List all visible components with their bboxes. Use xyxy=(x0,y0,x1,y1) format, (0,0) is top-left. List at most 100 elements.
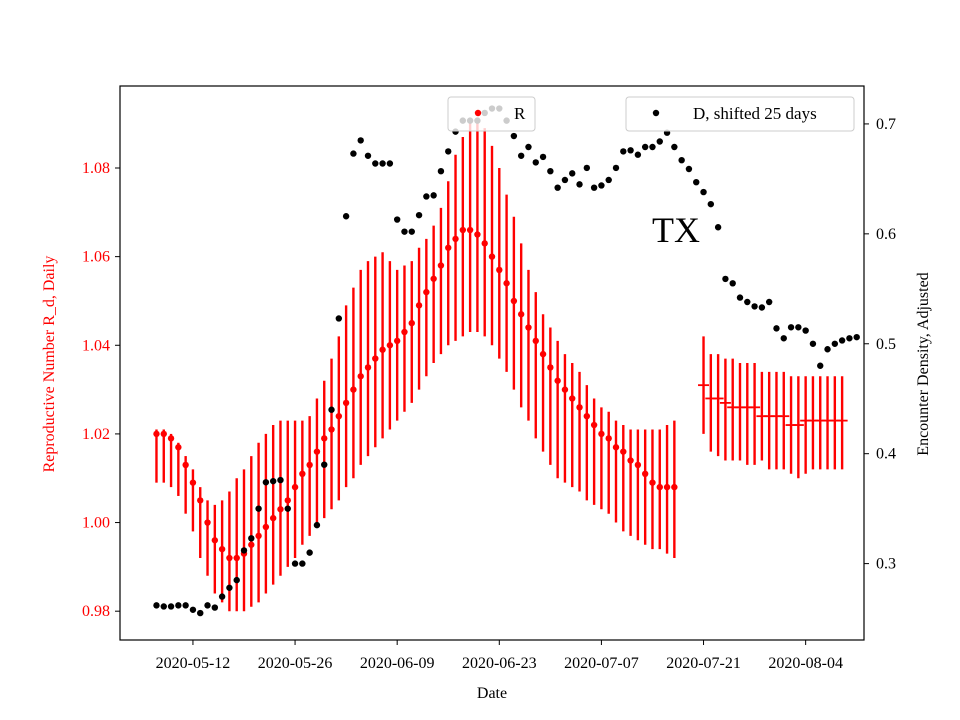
legend-r-frame xyxy=(447,96,536,132)
r-point xyxy=(291,483,299,491)
d-point xyxy=(313,521,321,529)
d-point xyxy=(393,216,401,223)
r-point xyxy=(525,324,532,331)
d-point xyxy=(226,584,233,591)
d-point xyxy=(335,315,343,322)
d-point xyxy=(197,609,204,617)
r-point xyxy=(474,231,481,238)
d-point xyxy=(262,479,270,486)
r-point xyxy=(656,483,663,491)
d-point xyxy=(787,324,795,331)
d-point xyxy=(321,461,328,468)
r-point xyxy=(277,506,284,513)
d-point xyxy=(561,176,569,184)
d-point xyxy=(218,593,226,600)
d-point xyxy=(693,178,700,186)
d-point xyxy=(153,602,160,609)
r-point xyxy=(393,337,401,345)
d-point xyxy=(780,335,787,342)
r-point xyxy=(517,311,525,318)
x-tick-label: 2020-08-04 xyxy=(768,655,843,672)
d-point xyxy=(634,151,642,158)
x-tick-label: 2020-05-12 xyxy=(156,655,231,672)
d-point xyxy=(773,325,780,332)
r-point xyxy=(510,297,518,305)
r-point xyxy=(598,430,605,438)
legend-r-marker xyxy=(474,109,482,117)
d-point xyxy=(831,340,839,347)
d-point xyxy=(299,560,306,567)
x-tick-label: 2020-07-07 xyxy=(564,655,639,672)
y-axis-left-title: Reproductive Number R_d, Daily xyxy=(41,256,58,473)
d-point xyxy=(853,333,860,341)
d-point xyxy=(415,211,423,219)
d-point xyxy=(627,147,634,154)
r-point xyxy=(671,483,678,491)
d-point xyxy=(255,505,262,512)
r-point xyxy=(649,479,656,486)
r-point xyxy=(379,346,386,353)
d-point xyxy=(751,303,758,310)
d-point xyxy=(765,298,773,306)
r-point xyxy=(576,404,583,411)
r-point xyxy=(372,355,379,362)
r-point xyxy=(539,350,547,358)
r-point xyxy=(554,377,561,384)
y-left-tick-label: 1.06 xyxy=(82,249,110,266)
r-point xyxy=(466,226,474,234)
d-point xyxy=(838,337,846,344)
r-point xyxy=(226,554,233,562)
d-point xyxy=(605,176,612,184)
d-point xyxy=(620,148,627,155)
r-point xyxy=(284,497,291,504)
y-left-tick-label: 1.02 xyxy=(82,426,110,443)
d-point xyxy=(306,549,313,556)
y-axis-right-title: Encounter Density, Adjusted xyxy=(915,272,932,455)
d-point xyxy=(277,476,284,484)
r-point xyxy=(605,435,612,442)
plot-frame xyxy=(119,85,865,641)
r-point xyxy=(408,319,415,327)
legend-r: R xyxy=(447,96,536,132)
axes: 2020-05-12 2020-05-26 2020-06-09 2020-06-23… xyxy=(82,116,896,672)
r-point xyxy=(255,532,262,540)
legend-d-label: D, shifted 25 days xyxy=(693,104,817,123)
d-point xyxy=(182,602,189,609)
r-point xyxy=(620,448,627,455)
legend-d: D, shifted 25 days xyxy=(625,96,855,132)
d-point xyxy=(233,576,240,584)
y-right-tick-label: 0.7 xyxy=(876,116,896,133)
r-point xyxy=(306,461,313,469)
x-tick-label: 2020-05-26 xyxy=(258,655,333,672)
d-point xyxy=(641,143,649,151)
d-point xyxy=(700,188,707,196)
d-point xyxy=(685,165,693,173)
r-point xyxy=(233,554,240,562)
d-point xyxy=(707,200,715,208)
r-point xyxy=(153,430,160,438)
r-point xyxy=(503,280,510,287)
r-point xyxy=(211,537,219,544)
r-point xyxy=(488,253,496,260)
d-point xyxy=(437,167,445,175)
d-point xyxy=(423,193,430,200)
r-point xyxy=(386,342,394,349)
r-point xyxy=(248,541,255,548)
r-point xyxy=(583,412,591,420)
r-point xyxy=(445,244,452,251)
d-point xyxy=(649,143,656,151)
d-point xyxy=(714,224,722,231)
r-point xyxy=(452,235,459,243)
d-point xyxy=(569,170,576,177)
r-point xyxy=(401,328,408,336)
r-point xyxy=(590,421,598,429)
r-point xyxy=(634,461,642,469)
d-point xyxy=(211,604,219,611)
r-point xyxy=(612,444,620,451)
d-point xyxy=(729,280,736,287)
r-point xyxy=(663,483,671,491)
r-point xyxy=(269,514,277,522)
y-left-tick-label: 1.00 xyxy=(82,515,110,532)
d-point xyxy=(576,181,583,188)
d-point xyxy=(175,602,182,609)
